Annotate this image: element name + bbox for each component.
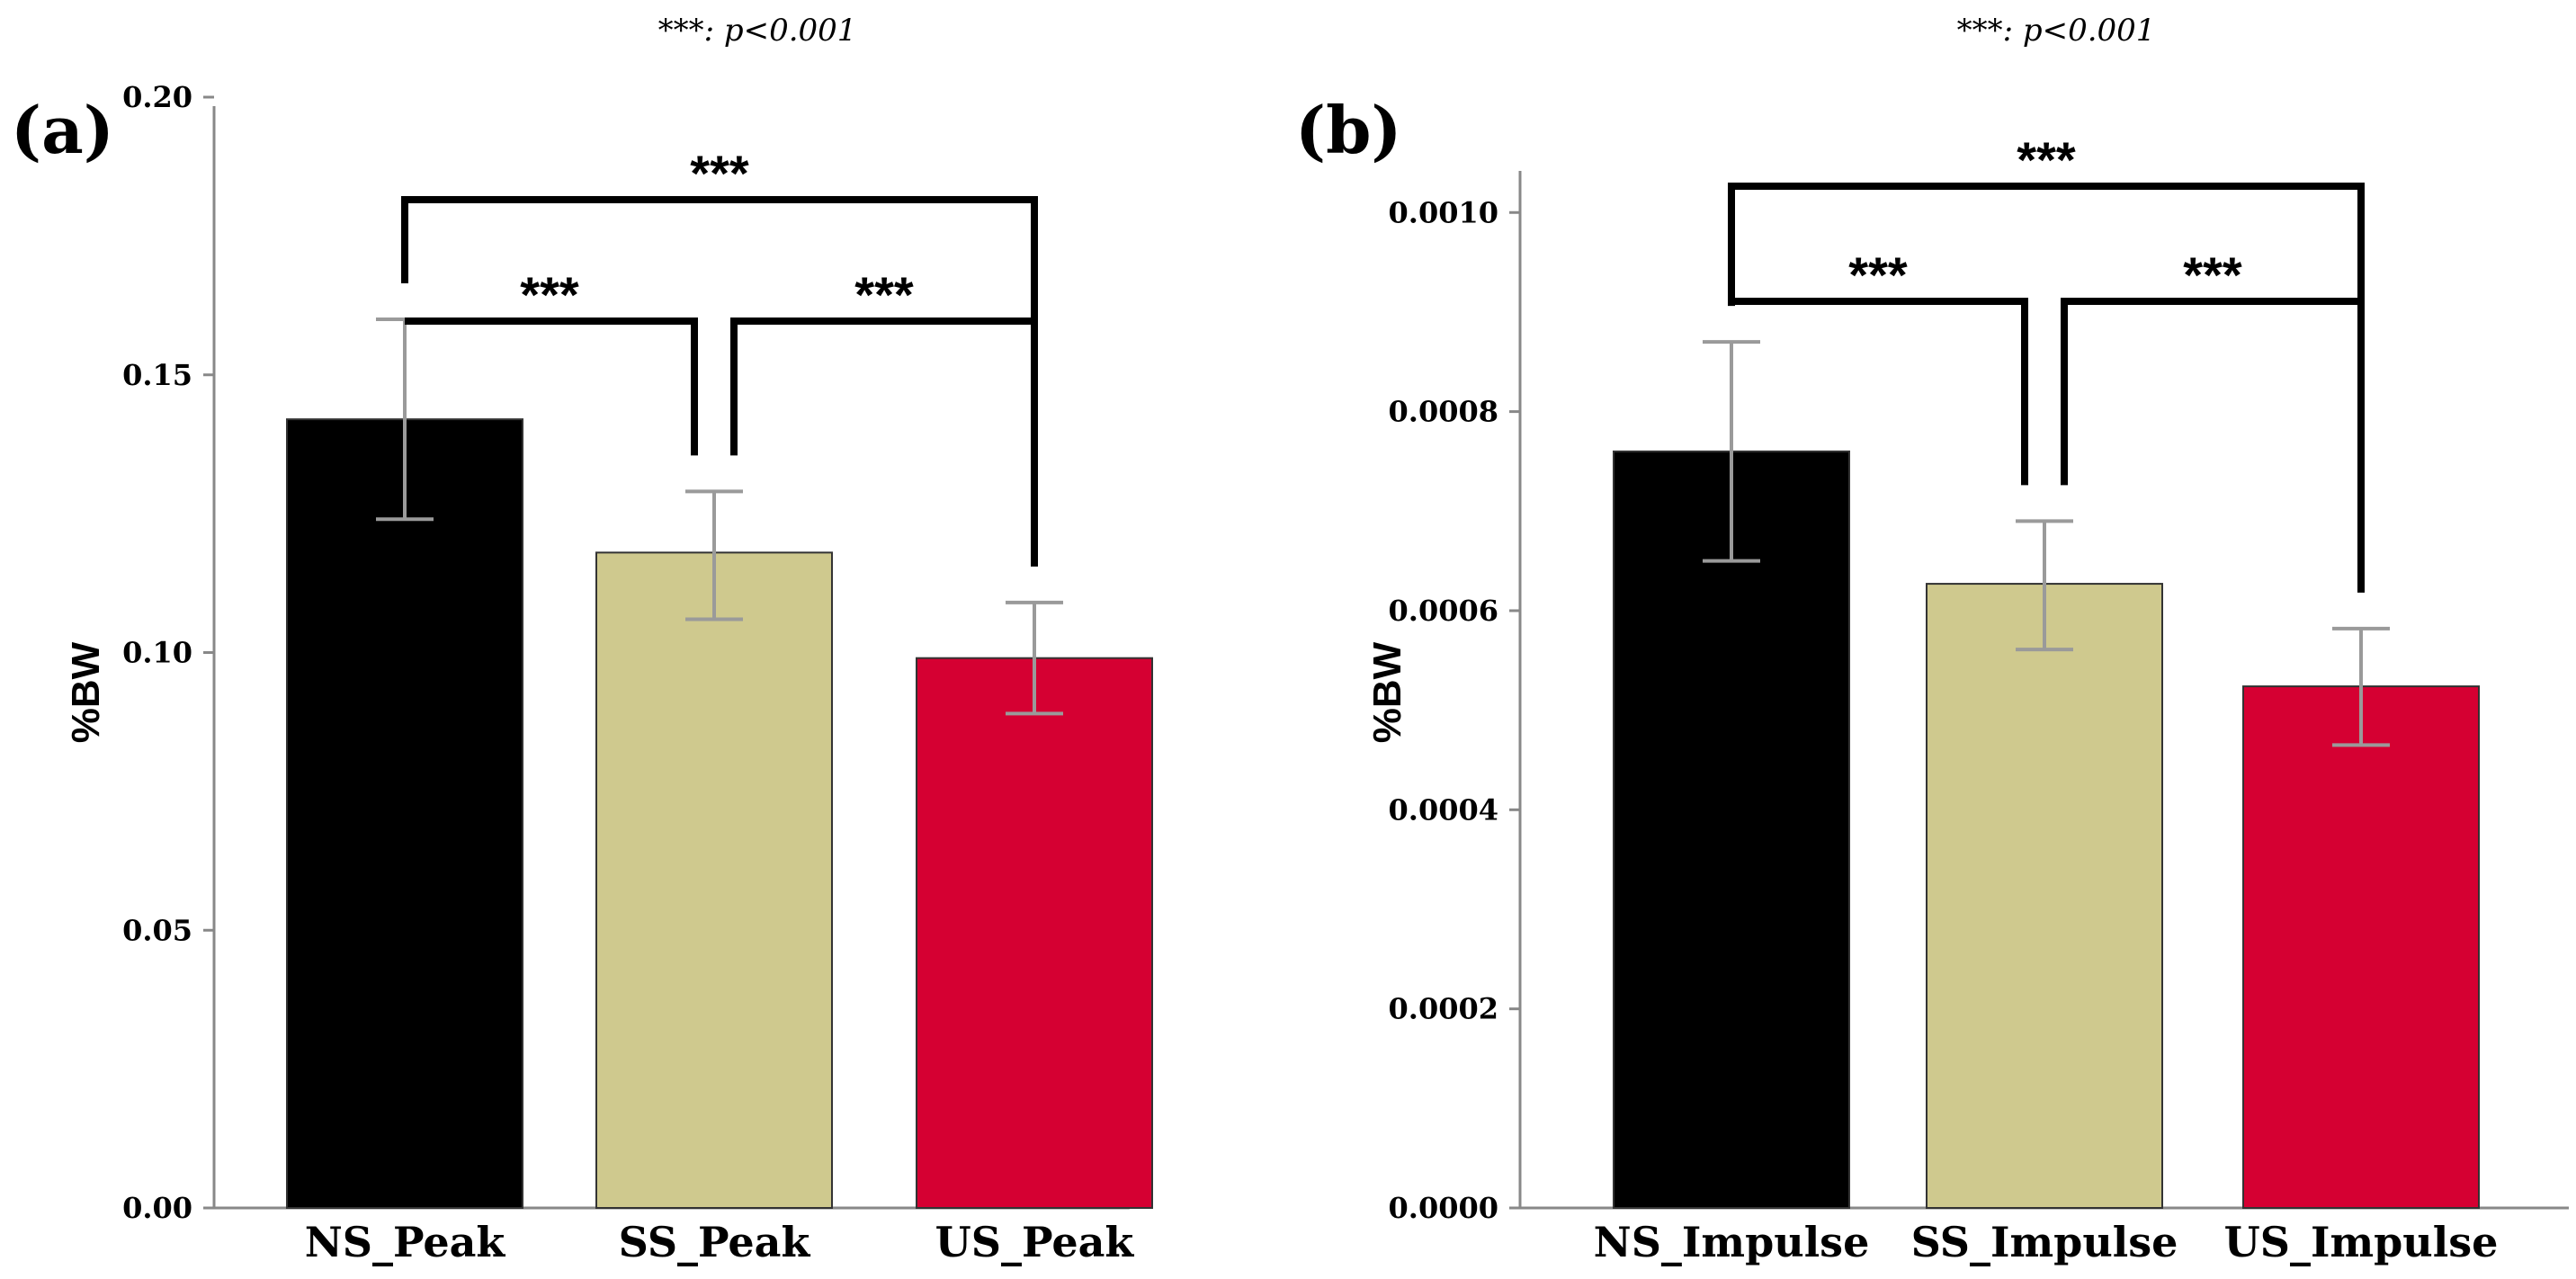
bar-ns_impulse xyxy=(1613,450,1850,1209)
significance-bracket-0-2 xyxy=(401,196,1038,567)
significance-note: ***: p<0.001 xyxy=(658,13,857,49)
x-tick-label: US_Impulse xyxy=(2224,1218,2499,1266)
y-tick-label: 0.00 xyxy=(122,1191,192,1225)
significance-bracket-1-2 xyxy=(2061,298,2361,486)
bar-us_peak xyxy=(916,657,1153,1209)
significance-stars: *** xyxy=(2183,246,2242,303)
significance-stars: *** xyxy=(690,145,749,201)
y-axis-label: %BW xyxy=(64,641,108,743)
significance-bracket-0-1 xyxy=(405,318,698,456)
x-tick-label: US_Peak xyxy=(935,1218,1135,1266)
y-tick-label: 0.05 xyxy=(122,913,192,947)
y-tick-label: 0.20 xyxy=(122,80,192,114)
panel-label: (b) xyxy=(1295,92,1401,168)
significance-bracket-0-1 xyxy=(1731,298,2028,486)
bar-ss_peak xyxy=(595,551,833,1209)
bar-ns_peak xyxy=(286,418,523,1209)
x-tick-label: SS_Impulse xyxy=(1911,1218,2178,1266)
bar-us_impulse xyxy=(2242,685,2480,1209)
significance-stars: *** xyxy=(2017,131,2076,188)
significance-stars: *** xyxy=(854,266,914,323)
y-tick-label: 0.0006 xyxy=(1389,594,1498,628)
y-tick-label: 0.0000 xyxy=(1389,1191,1498,1225)
x-tick-label: NS_Impulse xyxy=(1594,1218,1870,1266)
y-axis-label: %BW xyxy=(1365,641,1409,743)
significance-note: ***: p<0.001 xyxy=(1957,13,2156,49)
y-tick-label: 0.0008 xyxy=(1389,395,1498,429)
y-tick-label: 0.10 xyxy=(122,636,192,670)
significance-bracket-0-2 xyxy=(1728,183,2365,593)
y-tick-label: 0.0010 xyxy=(1389,195,1498,229)
panel-label: (a) xyxy=(11,92,114,168)
x-tick-label: NS_Peak xyxy=(305,1218,506,1266)
chart-panel-b: ***: p<0.001 (b) %BW 0.0000 0.0002 0.0004 0.00… xyxy=(1295,13,2569,1266)
significance-stars: *** xyxy=(1848,246,1908,303)
chart-panel-a: ***: p<0.001 (a) %BW 0.00 0.05 0.10 0.15 0.20 NS… xyxy=(11,13,1153,1266)
significance-stars: *** xyxy=(520,266,579,323)
bar-ss_impulse xyxy=(1926,583,2163,1209)
y-tick-label: 0.0002 xyxy=(1389,992,1498,1026)
significance-bracket-1-2 xyxy=(730,318,1034,456)
y-tick-label: 0.0004 xyxy=(1389,792,1498,827)
x-tick-label: SS_Peak xyxy=(619,1218,811,1266)
y-tick-label: 0.15 xyxy=(122,358,192,392)
